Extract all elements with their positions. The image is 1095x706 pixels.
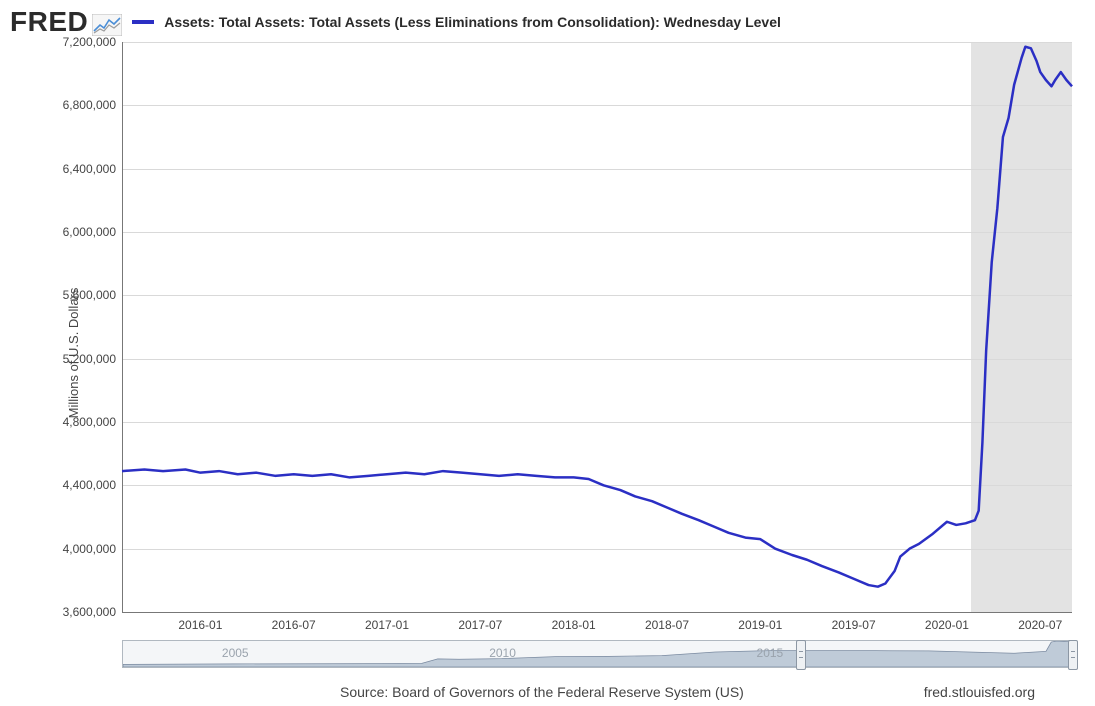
y-tick-label: 5,600,000 <box>63 288 116 302</box>
range-mini-chart <box>123 641 1071 667</box>
y-tick-label: 6,800,000 <box>63 98 116 112</box>
x-tick-label: 2018-01 <box>552 618 596 632</box>
x-tick-label: 2017-07 <box>458 618 502 632</box>
y-tick-label: 7,200,000 <box>63 35 116 49</box>
data-series-line <box>122 42 1072 612</box>
y-tick-label: 4,400,000 <box>63 478 116 492</box>
x-tick-label: 2017-01 <box>365 618 409 632</box>
range-handle-right[interactable] <box>1068 640 1078 670</box>
y-tick-label: 4,800,000 <box>63 415 116 429</box>
range-selector[interactable]: 2005 2010 2015 <box>122 640 1072 668</box>
x-tick-label: 2016-01 <box>178 618 222 632</box>
source-text: Source: Board of Governors of the Federa… <box>340 684 744 700</box>
chart-footer: Source: Board of Governors of the Federa… <box>0 684 1095 700</box>
legend-label: Assets: Total Assets: Total Assets (Less… <box>164 14 781 30</box>
x-tick-label: 2020-07 <box>1018 618 1062 632</box>
x-tick-label: 2020-01 <box>925 618 969 632</box>
range-tick-label: 2010 <box>489 646 516 660</box>
chart-header: FRED Assets: Total Assets: Total Assets … <box>0 0 1095 42</box>
range-tick-label: 2015 <box>757 646 784 660</box>
x-tick-label: 2019-01 <box>738 618 782 632</box>
logo-chart-icon <box>92 11 122 33</box>
y-tick-label: 6,000,000 <box>63 225 116 239</box>
chart-plot-area[interactable]: 3,600,0004,000,0004,400,0004,800,0005,20… <box>122 42 1072 612</box>
range-tick-label: 2005 <box>222 646 249 660</box>
y-tick-label: 5,200,000 <box>63 352 116 366</box>
legend-swatch <box>132 20 154 24</box>
y-tick-label: 3,600,000 <box>63 605 116 619</box>
y-tick-label: 4,000,000 <box>63 542 116 556</box>
range-handle-left[interactable] <box>796 640 806 670</box>
x-axis-line <box>122 612 1072 613</box>
x-tick-label: 2016-07 <box>272 618 316 632</box>
x-tick-label: 2019-07 <box>832 618 876 632</box>
logo-text: FRED <box>10 6 88 38</box>
fred-logo: FRED <box>10 6 122 38</box>
y-tick-label: 6,400,000 <box>63 162 116 176</box>
x-tick-label: 2018-07 <box>645 618 689 632</box>
site-text: fred.stlouisfed.org <box>924 684 1035 700</box>
